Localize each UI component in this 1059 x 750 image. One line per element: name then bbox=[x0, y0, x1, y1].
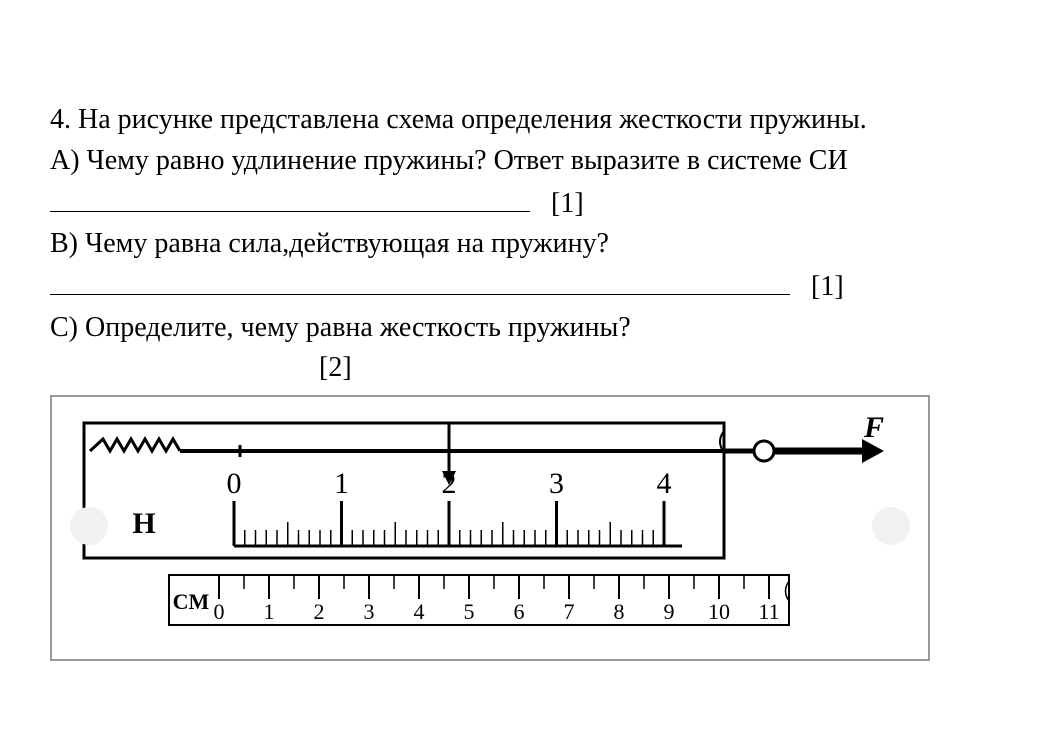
svg-text:1: 1 bbox=[264, 599, 275, 624]
question-intro: На рисунке представлена схема определени… bbox=[78, 104, 867, 135]
part-a-text: Чему равно удлинение пружины? Ответ выра… bbox=[87, 145, 848, 176]
svg-text:1: 1 bbox=[334, 467, 349, 500]
question-number: 4. bbox=[50, 104, 71, 135]
svg-text:0: 0 bbox=[227, 467, 242, 500]
svg-text:6: 6 bbox=[514, 599, 525, 624]
figure-frame: FН01234СМ01234567891011 bbox=[50, 395, 930, 661]
svg-text:3: 3 bbox=[364, 599, 375, 624]
carousel-next-icon[interactable] bbox=[872, 507, 910, 545]
svg-text:0: 0 bbox=[214, 599, 225, 624]
spring-diagram: FН01234СМ01234567891011 bbox=[64, 411, 914, 641]
svg-text:4: 4 bbox=[657, 467, 672, 500]
part-c-text: Определите, чему равна жесткость пружины… bbox=[85, 312, 631, 343]
svg-text:7: 7 bbox=[564, 599, 575, 624]
part-a-label: A) bbox=[50, 145, 80, 176]
svg-text:СМ: СМ bbox=[173, 589, 210, 614]
part-b-points: [1] bbox=[811, 271, 844, 302]
part-c-points: [2] bbox=[319, 352, 352, 383]
part-b-label: B) bbox=[50, 228, 78, 259]
svg-text:F: F bbox=[863, 411, 884, 444]
part-b-text: Чему равна сила,действующая на пружину? bbox=[85, 228, 609, 259]
question-block: 4. На рисунке представлена схема определ… bbox=[50, 100, 1009, 389]
svg-text:11: 11 bbox=[758, 599, 779, 624]
svg-text:10: 10 bbox=[708, 599, 730, 624]
part-a-points: [1] bbox=[551, 188, 584, 219]
svg-text:5: 5 bbox=[464, 599, 475, 624]
svg-text:8: 8 bbox=[614, 599, 625, 624]
part-b-blank bbox=[50, 265, 790, 295]
part-c-label: C) bbox=[50, 312, 78, 343]
part-a-blank bbox=[50, 181, 530, 211]
svg-text:9: 9 bbox=[664, 599, 675, 624]
svg-text:4: 4 bbox=[414, 599, 425, 624]
svg-text:Н: Н bbox=[132, 507, 155, 540]
svg-text:2: 2 bbox=[314, 599, 325, 624]
carousel-prev-icon[interactable] bbox=[70, 507, 108, 545]
svg-text:3: 3 bbox=[549, 467, 564, 500]
